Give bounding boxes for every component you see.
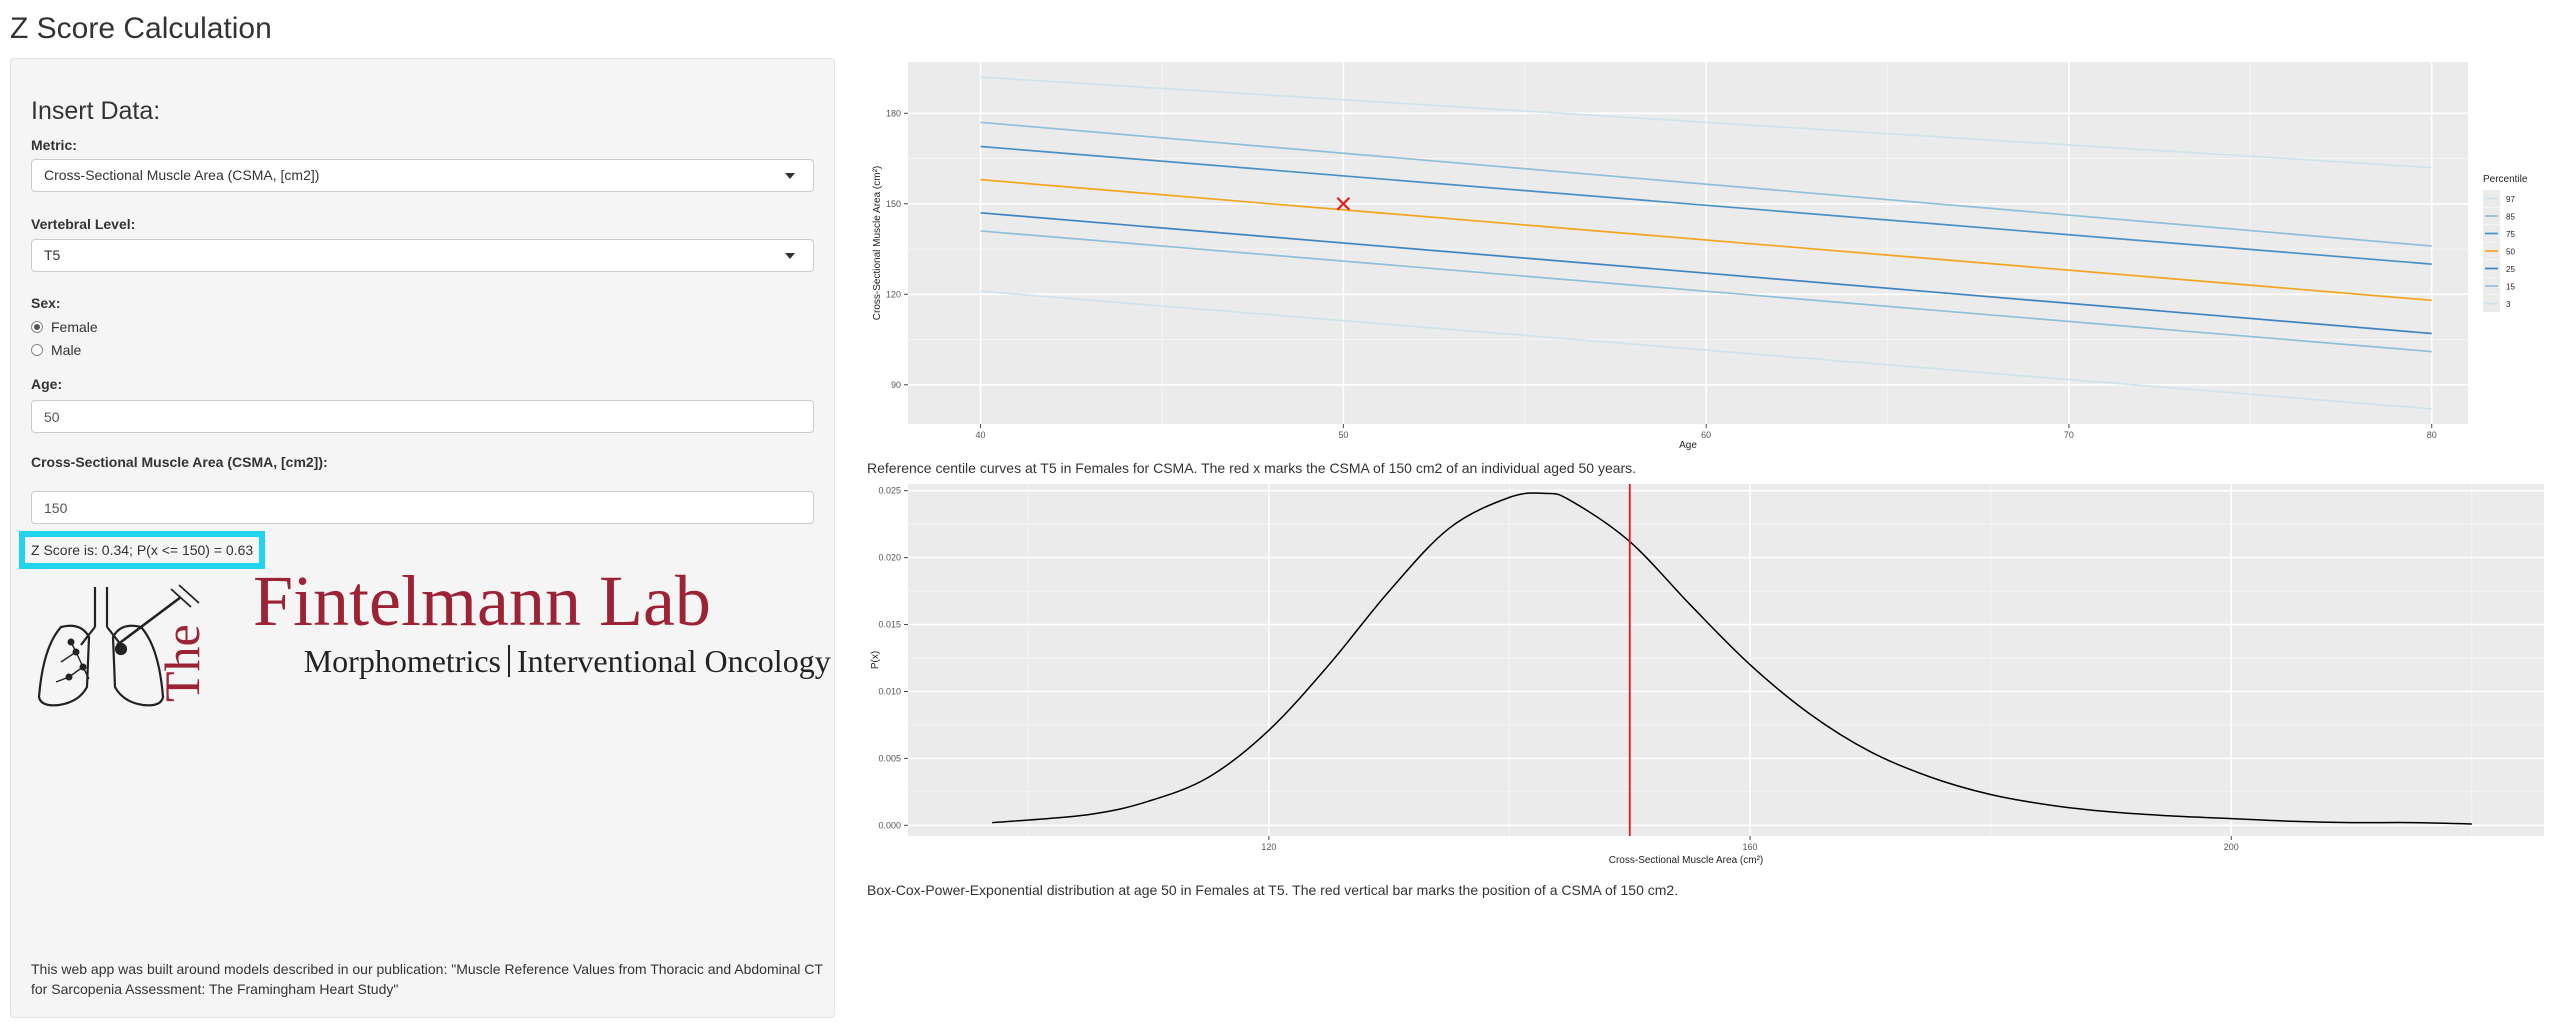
logo-name-text: Fintelmann Lab — [253, 567, 711, 641]
legend-label: 15 — [2506, 283, 2515, 292]
csma-label: Cross-Sectional Muscle Area (CSMA, [cm2]… — [31, 454, 328, 470]
y-tick-label: 150 — [886, 199, 901, 209]
insert-data-heading: Insert Data: — [31, 97, 161, 125]
metric-label: Metric: — [31, 137, 77, 153]
x-axis-label: Cross-Sectional Muscle Area (cm²) — [1609, 855, 1763, 866]
centile-curves-caption: Reference centile curves at T5 in Female… — [867, 460, 1637, 476]
x-tick-label: 120 — [1261, 842, 1276, 852]
x-tick-label: 200 — [2224, 842, 2239, 852]
vertebral-level-select[interactable]: T5 — [31, 239, 814, 272]
y-tick-label: 90 — [891, 380, 901, 390]
radio-selected-icon[interactable] — [31, 321, 43, 333]
legend-label: 50 — [2506, 248, 2515, 257]
distribution-caption: Box-Cox-Power-Exponential distribution a… — [867, 882, 1679, 898]
legend-label: 75 — [2506, 230, 2515, 239]
y-axis-label: Cross-Sectional Muscle Area (cm²) — [872, 166, 883, 320]
sex-label: Sex: — [31, 295, 61, 311]
logo-left-sub: Morphometrics — [304, 643, 501, 679]
centile-line-3 — [980, 290, 2432, 410]
y-tick-label: 0.020 — [878, 553, 901, 563]
chevron-down-icon — [785, 173, 795, 179]
logo-right-sub: Interventional Oncology — [517, 643, 831, 679]
input-sidebar: Insert Data: Metric: Cross-Sectional Mus… — [10, 58, 835, 1018]
centile-line-97 — [980, 76, 2432, 169]
density-curve — [992, 492, 2472, 825]
metric-select-value: Cross-Sectional Muscle Area (CSMA, [cm2]… — [44, 167, 320, 183]
vertebral-level-value: T5 — [44, 247, 61, 263]
plot-panel — [908, 484, 2544, 836]
legend-label: 25 — [2506, 265, 2515, 274]
x-axis-label: Age — [1679, 440, 1697, 451]
y-tick-label: 180 — [886, 108, 901, 118]
plot-panel — [908, 62, 2468, 424]
x-tick-label: 40 — [976, 430, 986, 440]
y-tick-label: 0.000 — [878, 820, 901, 830]
sex-option-label: Female — [51, 319, 98, 335]
x-tick-label: 50 — [1338, 430, 1348, 440]
metric-select[interactable]: Cross-Sectional Muscle Area (CSMA, [cm2]… — [31, 159, 814, 192]
lungs-icon — [37, 584, 200, 707]
centile-line-85 — [980, 121, 2432, 247]
y-tick-label: 0.025 — [878, 486, 901, 496]
distribution-plot: 120 160 200 0.000 0.005 0.010 0.015 0.020 0.025 C… — [870, 484, 2544, 866]
fintelmann-lab-logo: The Fintelmann Lab Morphometrics Interve… — [37, 567, 831, 707]
centile-line-25 — [980, 211, 2432, 335]
publication-note: This web app was built around models des… — [31, 961, 823, 997]
zscore-result: Z Score is: 0.34; P(x <= 150) = 0.63 — [19, 531, 266, 569]
x-tick-label: 160 — [1743, 842, 1758, 852]
sex-option-female[interactable]: Female — [31, 319, 98, 335]
legend-label: 85 — [2506, 213, 2515, 222]
csma-input[interactable] — [31, 491, 814, 524]
sex-option-label: Male — [51, 342, 82, 358]
centile-line-50 — [980, 178, 2432, 302]
sex-option-male[interactable]: Male — [31, 342, 81, 358]
centile-curves-plot: 40 50 60 70 80 90 120 150 180 Age Cross-Sectional … — [872, 62, 2528, 451]
legend-label: 3 — [2506, 300, 2511, 309]
x-tick-label: 60 — [1701, 430, 1711, 440]
age-label: Age: — [31, 376, 63, 392]
logo-the-text: The — [154, 624, 210, 702]
x-tick-label: 70 — [2064, 430, 2074, 440]
age-input[interactable] — [31, 400, 814, 433]
y-tick-label: 0.005 — [878, 753, 901, 763]
y-tick-label: 120 — [886, 289, 901, 299]
chevron-down-icon — [785, 253, 795, 259]
page-title: Z Score Calculation — [10, 12, 272, 45]
legend-label: 97 — [2506, 195, 2515, 204]
centile-line-75 — [980, 145, 2432, 265]
vertebral-level-label: Vertebral Level: — [31, 216, 136, 232]
x-tick-label: 80 — [2427, 430, 2437, 440]
y-tick-label: 0.015 — [878, 620, 901, 630]
legend-title: Percentile — [2483, 174, 2528, 185]
radio-unselected-icon[interactable] — [31, 344, 43, 356]
individual-marker — [1336, 197, 1351, 211]
y-axis-label: P(x) — [870, 651, 881, 669]
centile-line-15 — [980, 230, 2432, 353]
y-tick-label: 0.010 — [878, 686, 901, 696]
